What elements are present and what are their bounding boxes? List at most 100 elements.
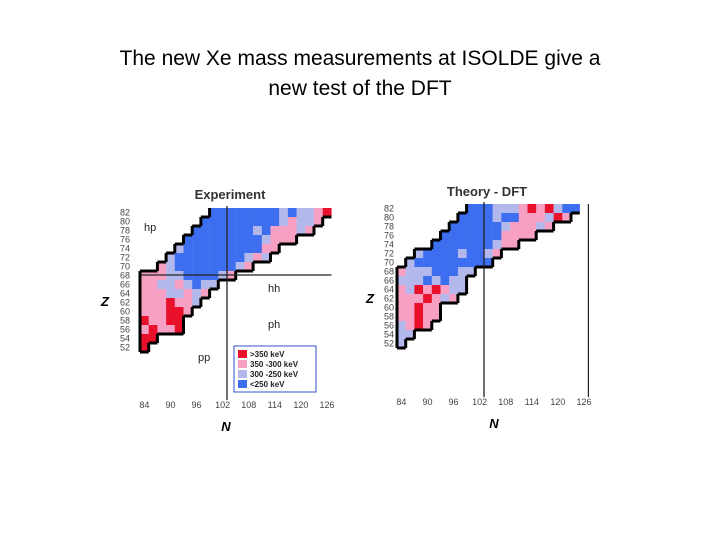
chart-cell <box>166 307 175 317</box>
chart-cell <box>457 222 467 232</box>
chart-cell <box>449 249 459 259</box>
chart-cell <box>218 244 228 254</box>
legend-label: >350 keV <box>250 350 285 359</box>
chart-cell <box>192 298 202 308</box>
x-tick-label: 84 <box>396 397 406 407</box>
chart-cell <box>148 307 158 317</box>
chart-cell <box>261 244 271 254</box>
chart-cell <box>227 253 236 263</box>
chart-cell <box>261 217 271 227</box>
chart-cell <box>397 267 406 277</box>
x-axis-label: N <box>221 419 231 434</box>
chart-cell <box>484 213 493 223</box>
chart-cell <box>235 208 245 218</box>
chart-cell <box>200 280 210 290</box>
legend-swatch <box>238 380 247 388</box>
chart-cell <box>414 294 424 304</box>
chart-cell <box>166 262 175 272</box>
chart-cell <box>287 226 297 236</box>
chart-cell <box>466 249 476 259</box>
chart-cell <box>279 208 289 218</box>
chart-cell <box>148 280 158 290</box>
chart-cell <box>492 213 502 223</box>
y-tick-label: 72 <box>120 253 130 263</box>
chart-cell <box>253 244 262 254</box>
chart-cell <box>244 226 254 236</box>
chart-cell <box>405 276 415 286</box>
chart-cell <box>544 204 554 214</box>
chart-cell <box>397 339 406 349</box>
chart-cell <box>553 213 563 223</box>
y-tick-label: 74 <box>384 240 394 250</box>
chart-cell <box>536 222 546 232</box>
chart-cell <box>279 226 289 236</box>
chart-cell <box>270 235 280 245</box>
y-tick-label: 82 <box>384 204 394 214</box>
chart-cell <box>449 267 459 277</box>
chart-cell <box>562 213 572 223</box>
chart-cell <box>414 249 424 259</box>
chart-cell <box>457 213 467 223</box>
chart-cell <box>423 303 432 313</box>
chart-cell <box>192 226 202 236</box>
chart-cell <box>423 312 432 322</box>
chart-cell <box>166 289 175 299</box>
chart-cell <box>527 213 537 223</box>
chart-cell <box>140 280 149 290</box>
chart-cell <box>218 262 228 272</box>
chart-cell <box>261 235 271 245</box>
chart-cell <box>174 244 184 254</box>
y-tick-label: 76 <box>120 235 130 245</box>
chart-cell <box>518 213 528 223</box>
chart-cell <box>466 222 476 232</box>
chart-cell <box>174 325 184 335</box>
x-tick-label: 120 <box>550 397 565 407</box>
chart-cell <box>157 307 167 317</box>
y-tick-label: 56 <box>384 321 394 331</box>
chart-cell <box>235 217 245 227</box>
chart-cell <box>449 294 459 304</box>
chart-cell <box>261 253 271 263</box>
x-tick-label: 84 <box>139 400 149 410</box>
chart-cell <box>209 262 219 272</box>
chart-cell <box>457 258 467 268</box>
chart-cell <box>397 330 406 340</box>
chart-cell <box>218 226 228 236</box>
chart-cell <box>140 289 149 299</box>
chart-cell <box>183 280 193 290</box>
chart-cell <box>440 240 450 250</box>
chart-cell <box>449 222 459 232</box>
chart-cell <box>227 226 236 236</box>
chart-cell <box>157 298 167 308</box>
y-tick-label: 58 <box>120 316 130 326</box>
chart-cell <box>397 276 406 286</box>
chart-cell <box>536 204 546 214</box>
y-tick-label: 78 <box>384 222 394 232</box>
chart-cell <box>492 222 502 232</box>
y-tick-label: 64 <box>384 285 394 295</box>
y-tick-label: 80 <box>120 217 130 227</box>
chart-cell <box>218 208 228 218</box>
y-tick-label: 68 <box>384 267 394 277</box>
chart-cell <box>431 267 441 277</box>
chart-cell <box>218 253 228 263</box>
chart-cell <box>140 307 149 317</box>
x-tick-label: 108 <box>241 400 256 410</box>
chart-cell <box>148 316 158 326</box>
chart-cell <box>235 226 245 236</box>
region-label-ph: ph <box>268 319 280 331</box>
chart-cell <box>457 240 467 250</box>
y-tick-label: 62 <box>120 298 130 308</box>
chart-cell <box>527 204 537 214</box>
chart-cell <box>200 289 210 299</box>
chart-cell <box>484 258 493 268</box>
legend-box <box>233 345 317 393</box>
chart-cell <box>423 294 432 304</box>
chart-cell <box>296 217 306 227</box>
chart-cell <box>209 253 219 263</box>
chart-cell <box>405 303 415 313</box>
chart-cell <box>423 267 432 277</box>
y-tick-label: 54 <box>384 330 394 340</box>
chart-cell <box>423 258 432 268</box>
experiment-panel: Experiment 828078767472706866646260585654… <box>100 187 335 434</box>
